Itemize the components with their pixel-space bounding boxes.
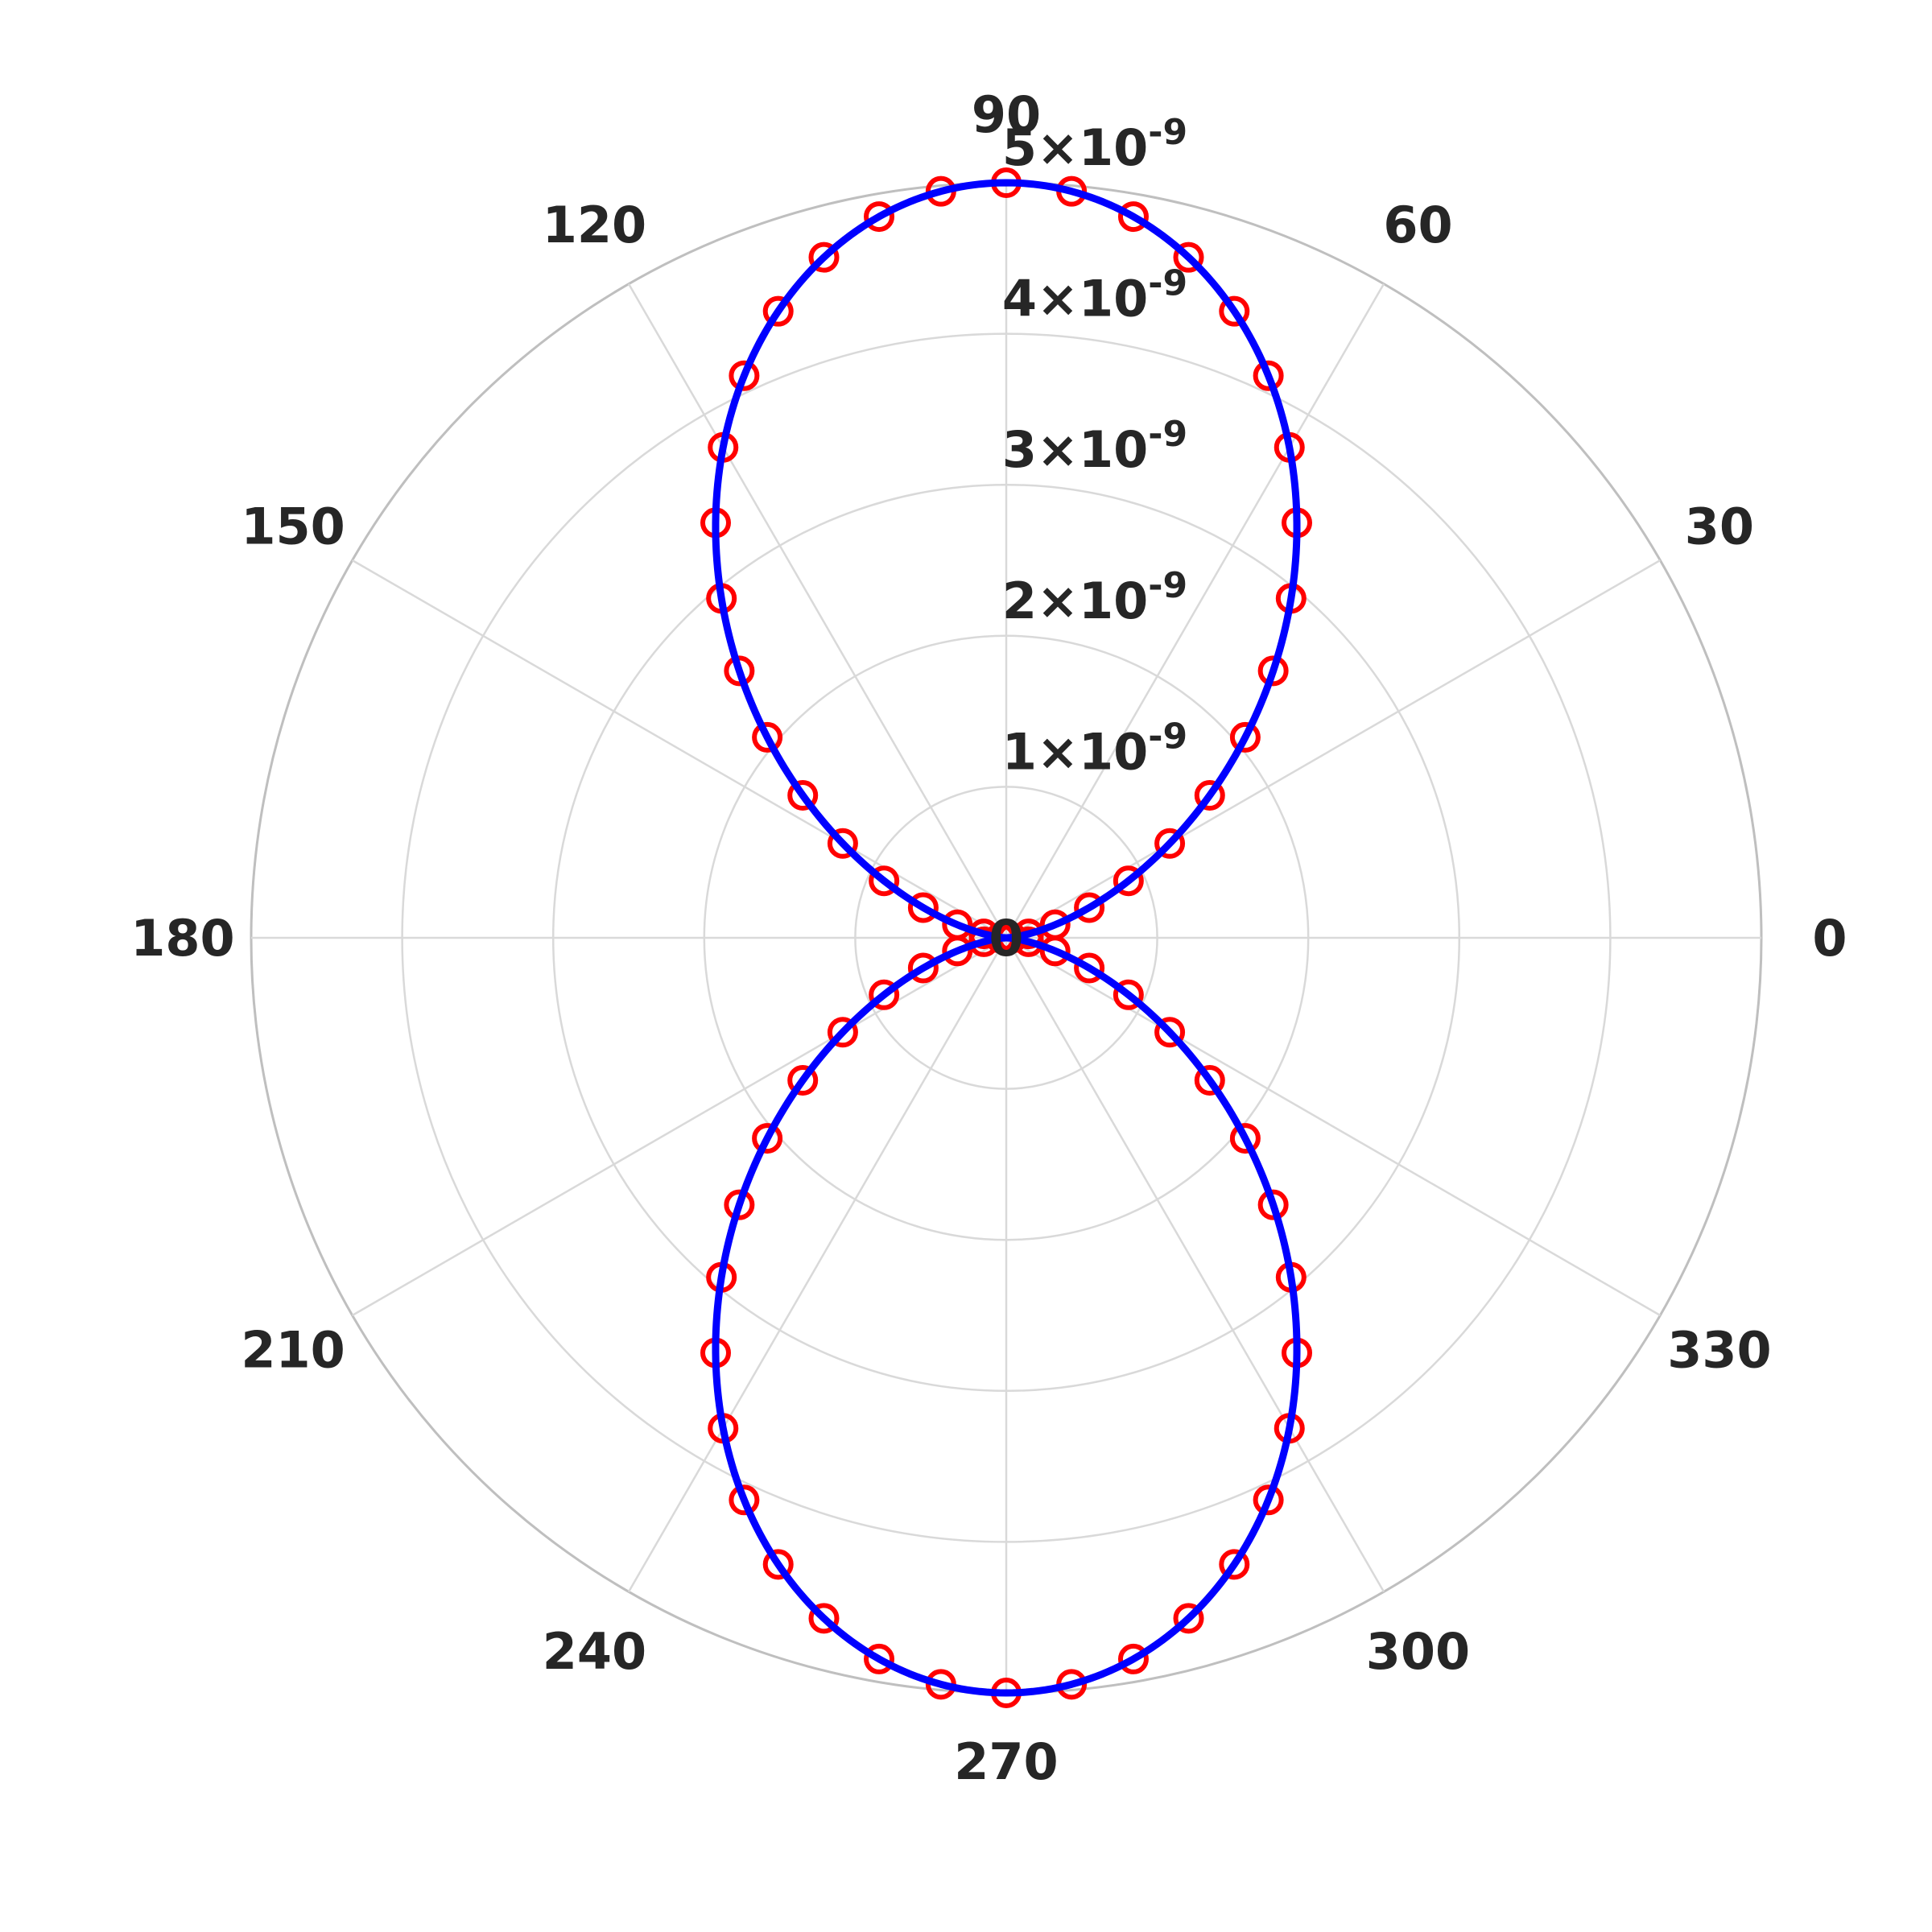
- marker-point: [1219, 295, 1250, 327]
- radial-tick-label: 0: [989, 909, 1023, 968]
- marker-point: [729, 1484, 760, 1516]
- marker-point: [724, 1189, 755, 1220]
- marker-point: [1154, 828, 1186, 859]
- marker-point: [752, 1123, 783, 1154]
- angle-tick-label: 90: [972, 85, 1041, 144]
- angle-tick-label: 210: [241, 1321, 345, 1380]
- marker-point: [1074, 952, 1105, 984]
- angle-tick-label: 240: [543, 1622, 646, 1681]
- marker-point: [1113, 865, 1144, 897]
- grid-spoke-330: [1005, 936, 1661, 1317]
- marker-point: [1117, 201, 1149, 233]
- grid-spoke-120: [627, 283, 1008, 939]
- marker-point: [787, 1065, 819, 1096]
- radial-tick-labels: 0 1×10-9 2×10-9 3×10-9 4×10-9 5×10-9: [989, 112, 1187, 968]
- angle-tick-label: 120: [543, 196, 646, 254]
- grid-spoke-60: [1005, 283, 1385, 939]
- marker-point: [1154, 1017, 1186, 1048]
- radial-tick-label: 2×10-9: [1002, 565, 1187, 630]
- angle-tick-label: 30: [1685, 497, 1754, 556]
- marker-point: [729, 360, 760, 391]
- marker-point: [762, 1549, 794, 1580]
- marker-point: [724, 655, 755, 687]
- radial-tick-label: 3×10-9: [1002, 414, 1187, 479]
- marker-point: [1117, 1643, 1149, 1674]
- angle-tick-label: 330: [1667, 1321, 1771, 1380]
- marker-point: [864, 1643, 895, 1674]
- marker-point: [1074, 892, 1105, 923]
- line-series: [712, 179, 1301, 1697]
- angle-tick-label: 0: [1812, 909, 1847, 968]
- radial-tick-label: 1×10-9: [1002, 716, 1187, 781]
- marker-point: [787, 779, 819, 811]
- marker-point: [752, 721, 783, 753]
- line-series-0: [712, 179, 1301, 1697]
- angle-tick-label: 300: [1366, 1622, 1470, 1681]
- marker-point: [1253, 1484, 1284, 1516]
- angle-tick-label: 270: [954, 1732, 1058, 1791]
- radial-tick-label: 4×10-9: [1002, 263, 1187, 328]
- marker-point: [1257, 1189, 1289, 1220]
- marker-point: [808, 1603, 840, 1634]
- marker-point: [1113, 979, 1144, 1010]
- radial-tick-label: 5×10-9: [1002, 112, 1187, 177]
- marker-point: [907, 952, 939, 984]
- marker-point: [1229, 1123, 1261, 1154]
- angle-tick-labels: 0 30 60 90 120 150 180 210 240 270 300 330: [130, 85, 1847, 1791]
- marker-point: [1257, 655, 1289, 687]
- angle-tick-label: 150: [241, 497, 345, 556]
- grid-spoke-240: [627, 937, 1008, 1592]
- marker-point: [1173, 1603, 1204, 1634]
- marker-point: [1229, 721, 1261, 753]
- marker-point: [1039, 935, 1071, 967]
- marker-point: [1173, 242, 1204, 273]
- angle-tick-label: 60: [1383, 196, 1452, 254]
- marker-point: [1194, 779, 1225, 811]
- marker-point: [808, 242, 840, 273]
- grid-spoke-150: [352, 559, 1007, 939]
- grid-spoke-210: [352, 936, 1007, 1317]
- marker-point: [1194, 1065, 1225, 1096]
- marker-point: [869, 865, 900, 897]
- marker-point: [1219, 1549, 1250, 1580]
- marker-point: [907, 892, 939, 923]
- marker-point: [762, 295, 794, 327]
- grid-layer: [250, 181, 1763, 1695]
- marker-point: [942, 935, 973, 967]
- grid-spoke-300: [1005, 937, 1385, 1592]
- marker-point: [864, 201, 895, 233]
- marker-point: [1253, 360, 1284, 391]
- marker-point: [869, 979, 900, 1010]
- marker-point: [827, 1017, 858, 1048]
- marker-point: [827, 828, 858, 859]
- angle-tick-label: 180: [130, 909, 234, 968]
